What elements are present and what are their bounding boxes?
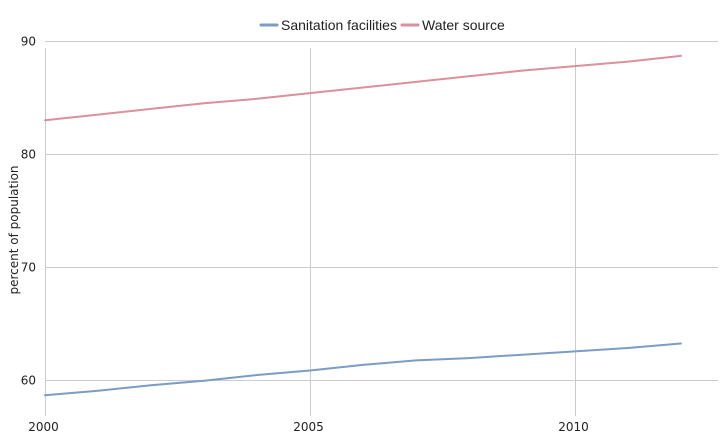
x-tick-labels: 2000 2005 2010 (28, 420, 589, 432)
x-tick-label: 2010 (558, 420, 589, 432)
y-tick-labels: 60 70 80 90 (21, 35, 36, 388)
y-tick-label: 70 (21, 261, 36, 275)
series-lines (44, 54, 682, 397)
y-tick-label: 80 (21, 148, 36, 162)
y-tick-label: 60 (21, 374, 36, 388)
y-gridlines (45, 41, 718, 381)
x-gridlines (45, 48, 576, 416)
series-line-sanitation-facilities (44, 342, 682, 397)
legend: Sanitation facilities Water source (259, 17, 505, 33)
series-line-water-source (44, 54, 682, 122)
legend-label: Sanitation facilities (281, 17, 397, 33)
x-tick-label: 2000 (28, 420, 59, 432)
y-tick-label: 90 (21, 35, 36, 49)
legend-label: Water source (422, 17, 505, 33)
y-axis-label: percent of population (7, 165, 21, 294)
x-tick-label: 2005 (293, 420, 324, 432)
